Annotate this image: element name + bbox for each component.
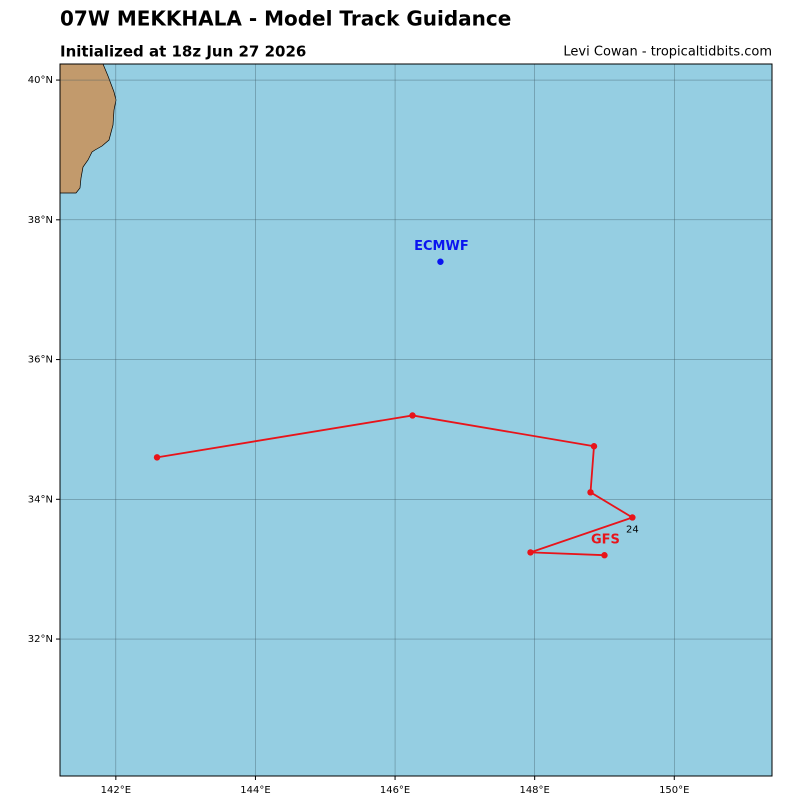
grid (60, 64, 772, 776)
track-point (587, 489, 594, 496)
track-point (601, 552, 608, 559)
track-point (409, 412, 416, 419)
y-tick-label: 32°N (28, 634, 53, 645)
y-tick-label: 40°N (28, 75, 53, 86)
tracks: 24 GFS ECMWF (153, 239, 639, 559)
credit: Levi Cowan - tropicaltidbits.com (563, 45, 772, 60)
chart-subtitle: Initialized at 18z Jun 27 2026 (60, 43, 306, 61)
model-label: ECMWF (414, 239, 469, 254)
hour-label: 24 (626, 524, 639, 535)
y-tick-label: 36°N (28, 355, 53, 366)
x-tick-label: 150°E (659, 785, 689, 796)
ocean (60, 64, 772, 776)
track-point (153, 454, 161, 461)
land (60, 64, 117, 194)
x-tick-label: 142°E (101, 785, 131, 796)
track-point (527, 549, 534, 556)
x-tick-label: 146°E (380, 785, 410, 796)
x-tick-label: 144°E (240, 785, 270, 796)
track-point (590, 443, 598, 450)
x-tick-label: 148°E (519, 785, 549, 796)
track-point (629, 514, 636, 521)
y-tick-label: 38°N (28, 215, 53, 226)
chart-title: 07W MEKKHALA - Model Track Guidance (60, 7, 511, 31)
plot-frame (59, 63, 773, 777)
model-label: GFS (591, 533, 620, 548)
y-tick-label: 34°N (28, 494, 53, 505)
track-point (437, 258, 444, 265)
